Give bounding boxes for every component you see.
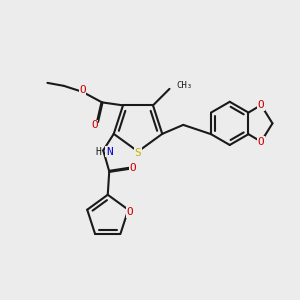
Text: O: O <box>258 137 264 147</box>
Text: CH₃: CH₃ <box>176 81 192 90</box>
Text: O: O <box>126 207 133 217</box>
Text: O: O <box>91 121 98 130</box>
Text: O: O <box>79 85 86 95</box>
Text: S: S <box>135 148 141 158</box>
Text: O: O <box>130 164 136 173</box>
Text: H: H <box>96 148 102 158</box>
Text: N: N <box>106 147 112 157</box>
Text: O: O <box>258 100 264 110</box>
